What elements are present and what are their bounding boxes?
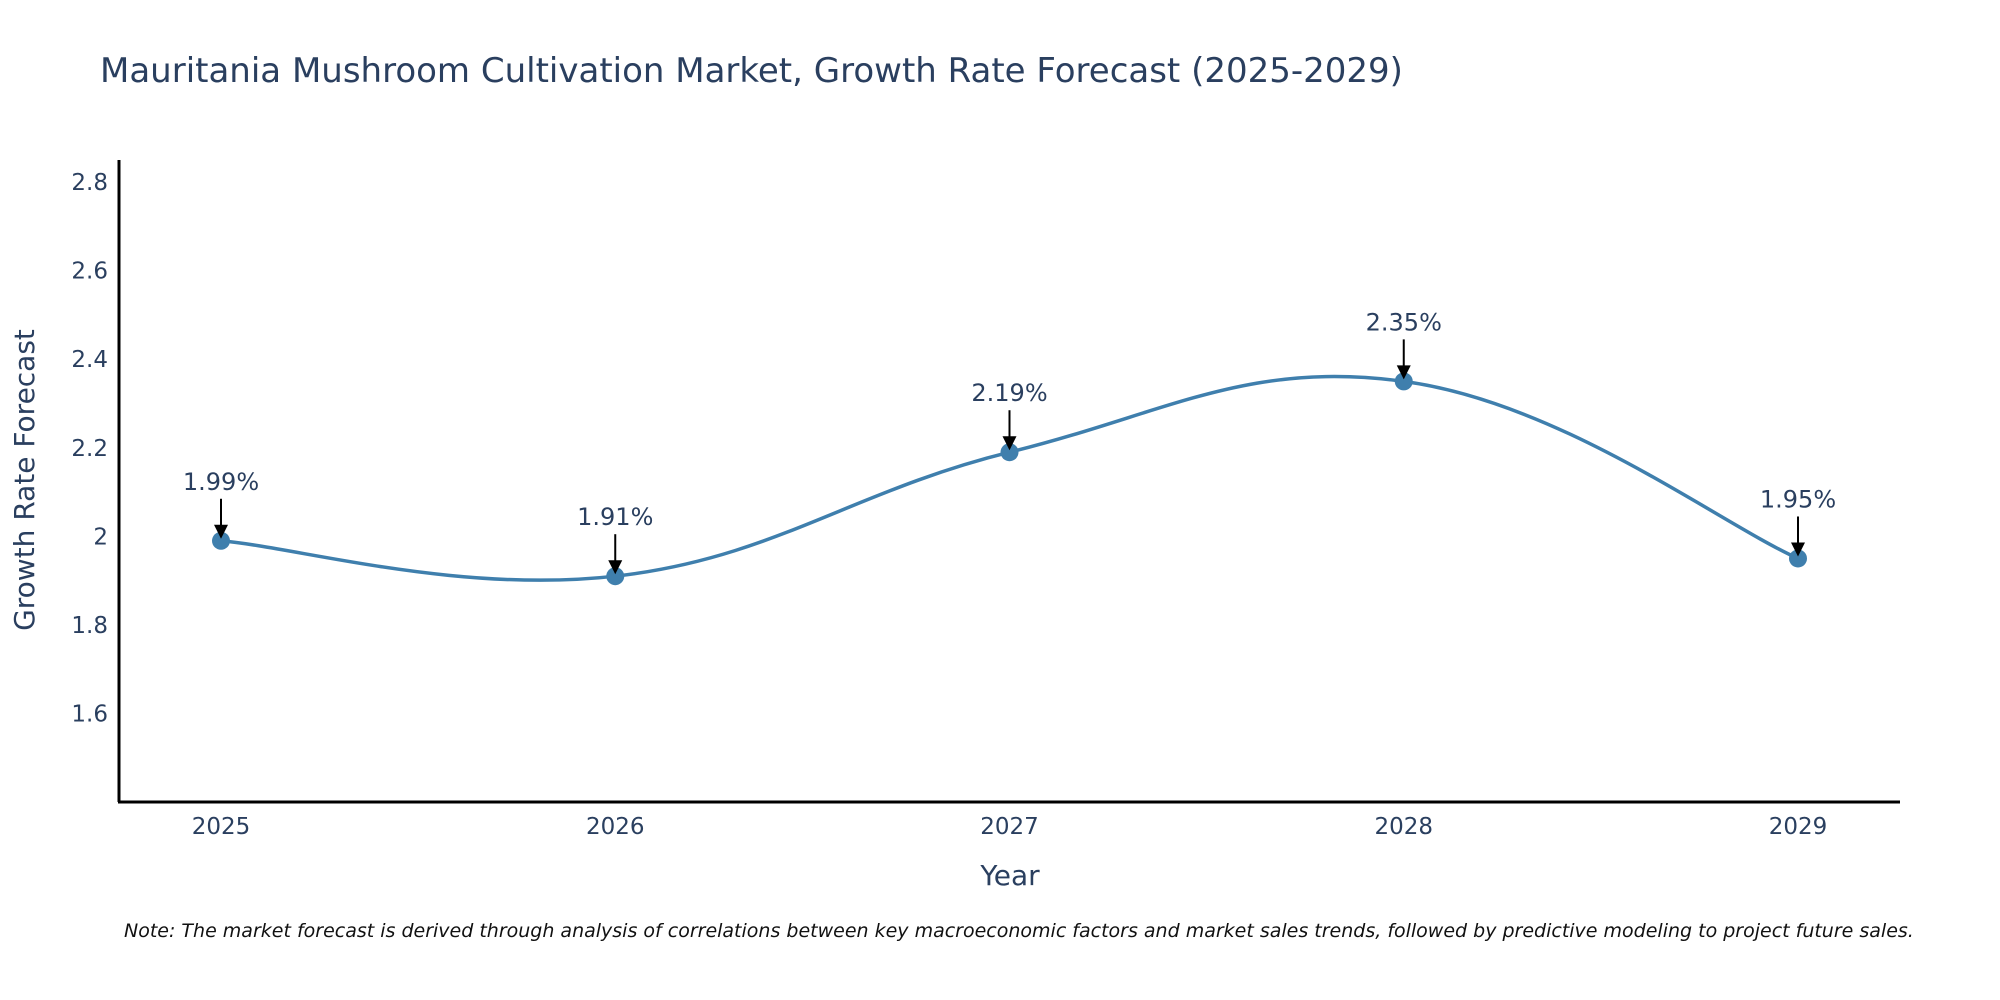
data-point[interactable] — [212, 531, 230, 550]
x-tick-label: 2029 — [1769, 814, 1828, 840]
data-point[interactable] — [1789, 549, 1807, 568]
x-tick-label: 2028 — [1374, 814, 1433, 840]
y-tick-label: 1.6 — [71, 701, 108, 727]
y-tick-label: 2.6 — [71, 259, 108, 285]
data-label: 1.91% — [577, 503, 653, 531]
x-tick-label: 2027 — [980, 814, 1039, 840]
annotation-arrow-head — [1396, 365, 1411, 380]
series-markers — [212, 372, 1807, 586]
data-point[interactable] — [1000, 443, 1019, 462]
data-label: 1.95% — [1760, 485, 1836, 513]
chart-title: Mauritania Mushroom Cultivation Market, … — [100, 51, 1403, 91]
y-tick-label: 2 — [93, 524, 108, 550]
annotation-arrow-head — [608, 560, 623, 575]
x-tick-label: 2025 — [192, 814, 251, 840]
y-tick-label: 2.4 — [71, 347, 108, 373]
data-label: 2.19% — [971, 379, 1047, 407]
data-label: 1.99% — [183, 468, 259, 496]
x-tick-label: 2026 — [586, 814, 645, 840]
data-label: 2.35% — [1366, 308, 1442, 336]
x-axis-title: Year — [979, 859, 1040, 892]
y-tick-label: 1.8 — [71, 613, 108, 639]
y-tick-label: 2.8 — [71, 170, 108, 196]
x-axis-ticks: 2025 2026 2027 2028 2029 — [192, 814, 1828, 840]
y-axis-ticks: 1.6 1.8 2 2.2 2.4 2.6 2.8 — [71, 170, 108, 727]
footnote: Note: The market forecast is derived thr… — [124, 920, 1914, 942]
data-point[interactable] — [606, 567, 625, 586]
data-annotations: 1.99% 1.91% 2.19% 2.35% 1.95% — [183, 308, 1836, 575]
annotation-arrow-head — [1791, 542, 1805, 557]
y-tick-label: 2.2 — [71, 436, 108, 462]
annotation-arrow-head — [214, 524, 228, 539]
data-point[interactable] — [1394, 372, 1413, 391]
annotation-arrow-head — [1002, 436, 1017, 451]
y-axis-title: Growth Rate Forecast — [8, 329, 41, 631]
